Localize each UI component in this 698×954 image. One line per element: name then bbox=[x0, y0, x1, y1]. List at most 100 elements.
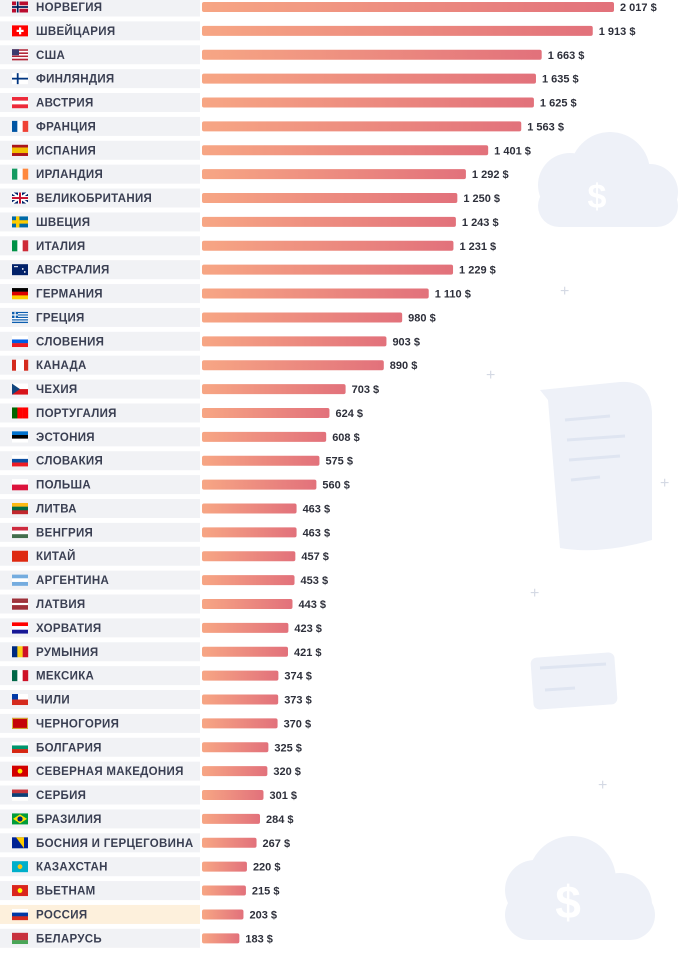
row-background bbox=[0, 69, 200, 89]
chart-row: ИРЛАНДИЯ 1 292 $ bbox=[0, 164, 509, 184]
value-label: 443 $ bbox=[298, 599, 326, 611]
argentina-flag-icon bbox=[12, 574, 28, 586]
bar bbox=[202, 25, 593, 36]
chart-row: ШВЕЙЦАРИЯ 1 913 $ bbox=[0, 21, 635, 41]
value-label: 608 $ bbox=[332, 432, 360, 444]
bar bbox=[202, 49, 542, 60]
value-label: 373 $ bbox=[284, 695, 312, 707]
category-label: ЭСТОНИЯ bbox=[36, 432, 95, 444]
bar bbox=[202, 73, 536, 84]
category-label: СЕРБИЯ bbox=[36, 790, 86, 802]
category-label: ГРЕЦИЯ bbox=[36, 312, 85, 324]
value-label: 1 635 $ bbox=[542, 74, 579, 86]
row-background bbox=[0, 642, 200, 662]
row-background bbox=[0, 451, 200, 471]
canada-flag-icon bbox=[12, 359, 29, 371]
bar bbox=[202, 360, 384, 371]
bar bbox=[202, 813, 261, 824]
brazil-flag-icon bbox=[12, 813, 28, 825]
value-label: 457 $ bbox=[301, 551, 329, 563]
china-flag-icon bbox=[12, 550, 28, 562]
chart-row: ФИНЛЯНДИЯ 1 635 $ bbox=[0, 69, 579, 89]
value-label: 890 $ bbox=[390, 360, 418, 372]
category-label: СЛОВЕНИЯ bbox=[36, 336, 104, 348]
category-label: АВСТРАЛИЯ bbox=[36, 265, 110, 277]
mexico-flag-icon bbox=[12, 670, 29, 682]
row-background bbox=[0, 260, 200, 280]
bar bbox=[202, 885, 246, 896]
category-label: БРАЗИЛИЯ bbox=[36, 814, 102, 826]
kazakhstan-flag-icon bbox=[12, 861, 28, 873]
category-label: СЛОВАКИЯ bbox=[36, 456, 103, 468]
chart-row: МЕКСИКА 374 $ bbox=[0, 666, 312, 686]
value-label: 267 $ bbox=[263, 838, 291, 850]
row-background bbox=[0, 785, 200, 805]
row-background bbox=[0, 236, 200, 256]
row-background bbox=[0, 427, 200, 447]
value-label: 1 401 $ bbox=[494, 145, 531, 157]
category-label: ПОРТУГАЛИЯ bbox=[36, 408, 117, 420]
austria-flag-icon bbox=[12, 97, 28, 109]
bar bbox=[202, 646, 288, 657]
chart-row: ВЬЕТНАМ 215 $ bbox=[0, 881, 280, 901]
value-label: 1 243 $ bbox=[462, 217, 499, 229]
row-background bbox=[0, 761, 200, 781]
slovakia-flag-icon bbox=[12, 455, 28, 467]
chile-flag-icon bbox=[12, 694, 28, 706]
bar bbox=[202, 527, 297, 538]
row-background bbox=[0, 331, 200, 351]
value-label: 421 $ bbox=[294, 647, 322, 659]
plus-decoration: + bbox=[486, 367, 495, 384]
category-label: БОСНИЯ И ГЕРЦЕГОВИНА bbox=[36, 838, 193, 850]
croatia-flag-icon bbox=[12, 622, 28, 634]
chart-row: ГЕРМАНИЯ 1 110 $ bbox=[0, 284, 471, 304]
category-label: ИСПАНИЯ bbox=[36, 145, 96, 157]
value-label: 1 625 $ bbox=[540, 98, 577, 110]
value-label: 374 $ bbox=[284, 671, 312, 683]
chart-row: КИТАЙ 457 $ bbox=[0, 546, 329, 566]
chart-row: АВСТРИЯ 1 625 $ bbox=[0, 93, 577, 113]
bar bbox=[202, 407, 330, 418]
category-label: БОЛГАРИЯ bbox=[36, 742, 102, 754]
bar bbox=[202, 288, 429, 299]
uk-flag-icon bbox=[11, 191, 29, 205]
chart-row: РОССИЯ 203 $ bbox=[0, 904, 277, 924]
value-label: 284 $ bbox=[266, 814, 294, 826]
chart-row: ПОЛЬША 560 $ bbox=[0, 475, 350, 495]
row-background bbox=[0, 498, 200, 518]
bar bbox=[202, 503, 297, 514]
row-background bbox=[0, 21, 200, 41]
chart-row: ЭСТОНИЯ 608 $ bbox=[0, 427, 360, 447]
bar bbox=[202, 718, 278, 729]
bar bbox=[202, 575, 295, 586]
value-label: 1 663 $ bbox=[548, 50, 585, 62]
bar bbox=[202, 766, 268, 777]
value-label: 980 $ bbox=[408, 312, 436, 324]
category-label: АВСТРИЯ bbox=[36, 98, 94, 110]
bar bbox=[202, 694, 279, 705]
value-label: 1 292 $ bbox=[472, 169, 509, 181]
bar bbox=[202, 97, 534, 108]
row-background bbox=[0, 212, 200, 232]
category-label: ГЕРМАНИЯ bbox=[36, 289, 103, 301]
chart-row: ЧИЛИ 373 $ bbox=[0, 690, 312, 710]
chart-row: ШВЕЦИЯ 1 243 $ bbox=[0, 212, 499, 232]
category-label: ИРЛАНДИЯ bbox=[36, 169, 103, 181]
value-label: 2 017 $ bbox=[620, 2, 657, 14]
chart-row: БЕЛАРУСЬ 183 $ bbox=[0, 928, 273, 948]
plus-decoration: + bbox=[660, 475, 669, 492]
bar bbox=[202, 742, 269, 753]
value-label: 1 110 $ bbox=[435, 289, 471, 301]
bar bbox=[202, 551, 296, 562]
chart-row: ХОРВАТИЯ 423 $ bbox=[0, 618, 322, 638]
russia-flag-icon bbox=[12, 908, 28, 921]
value-label: 215 $ bbox=[252, 886, 280, 898]
chart-row: ФРАНЦИЯ 1 563 $ bbox=[0, 116, 564, 136]
chart-row: БОЛГАРИЯ 325 $ bbox=[0, 737, 302, 757]
chart-row: АВСТРАЛИЯ 1 229 $ bbox=[0, 260, 496, 280]
category-label: ЧЕРНОГОРИЯ bbox=[36, 718, 119, 730]
category-label: ФИНЛЯНДИЯ bbox=[36, 74, 114, 86]
row-background bbox=[0, 809, 200, 829]
latvia-flag-icon bbox=[12, 598, 28, 610]
category-label: ИТАЛИЯ bbox=[36, 241, 85, 253]
